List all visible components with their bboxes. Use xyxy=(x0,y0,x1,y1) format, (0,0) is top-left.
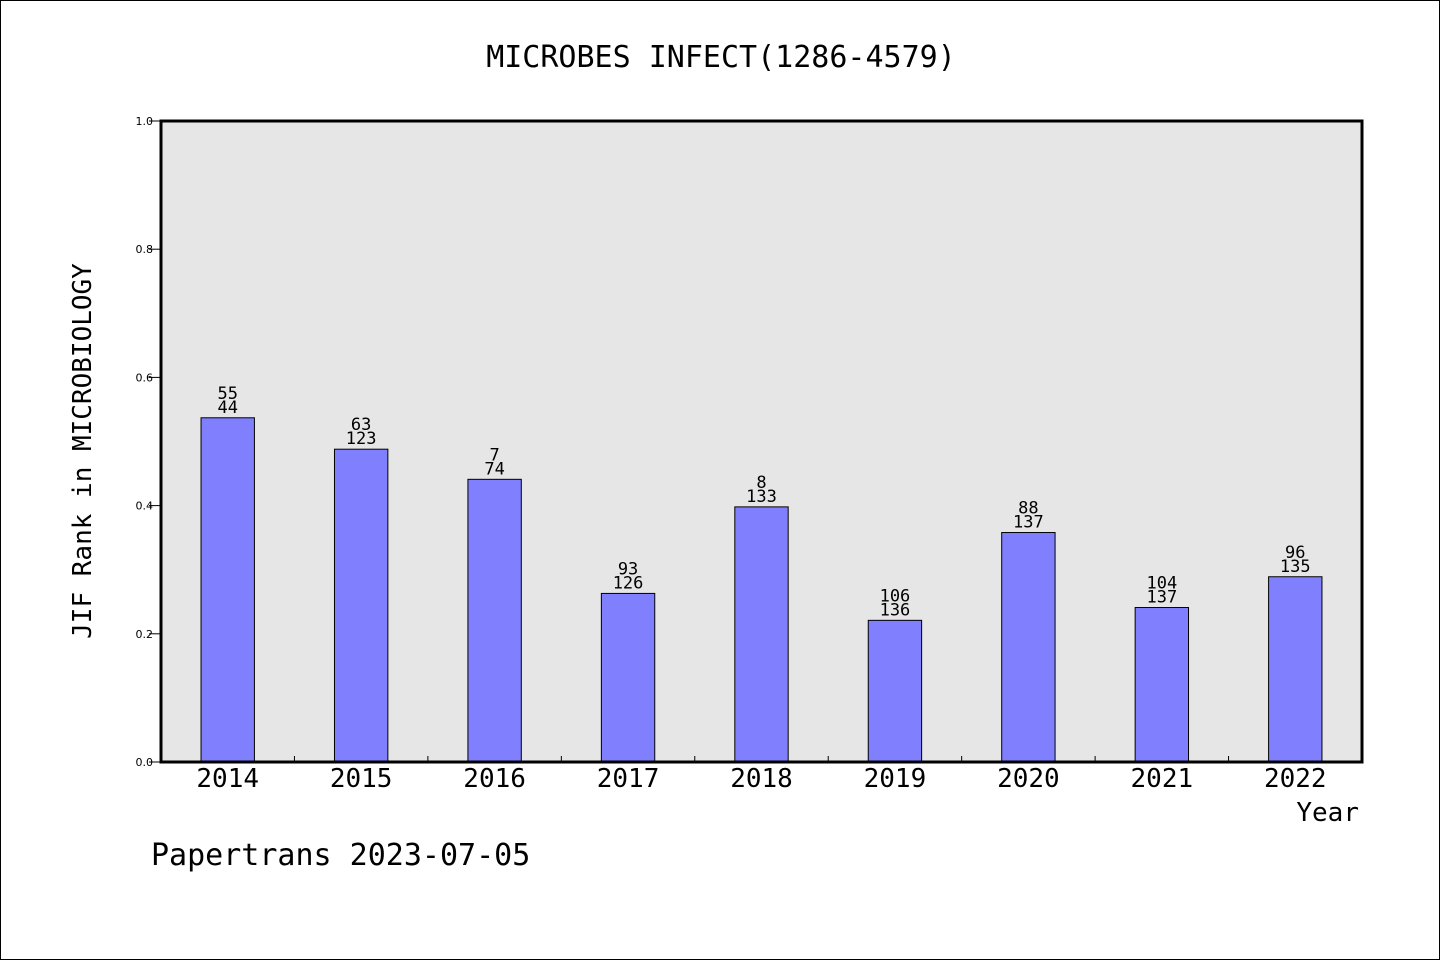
bar-rank-label: 106 xyxy=(880,586,911,606)
y-axis-label: JIF Rank in MICROBIOLOGY xyxy=(68,263,98,639)
x-tick-label: 2017 xyxy=(597,764,660,794)
bar-rank-label: 88 xyxy=(1018,499,1038,519)
x-tick-label: 2022 xyxy=(1264,764,1327,794)
bar-total-label: 123 xyxy=(346,429,377,449)
bar-total-label: 137 xyxy=(1013,513,1044,533)
x-axis: 2014 2015 2016 2017 2018 2019 2020 2021 2022 xyxy=(196,756,1327,794)
bar-2018 xyxy=(734,506,789,763)
bar-rank-label: 63 xyxy=(351,415,371,435)
y-tick-label: 0.6 xyxy=(136,371,154,384)
bar-2017 xyxy=(600,592,656,763)
x-tick-label: 2019 xyxy=(864,764,927,794)
bar-rank-label: 104 xyxy=(1146,574,1177,594)
bar-total-label: 133 xyxy=(746,487,777,507)
watermark-text: Papertrans 2023-07-05 xyxy=(151,838,530,873)
bar-2016 xyxy=(467,478,522,763)
bar-2019 xyxy=(867,619,923,763)
x-tick-label: 2021 xyxy=(1131,764,1194,794)
plot-border xyxy=(159,119,1364,764)
bar-total-label: 135 xyxy=(1280,557,1311,577)
bar-2022 xyxy=(1268,576,1323,763)
y-tick-label: 1.0 xyxy=(136,115,154,128)
x-tick-label: 2016 xyxy=(463,764,526,794)
bar-total-label: 136 xyxy=(880,600,911,620)
bar-2021 xyxy=(1134,607,1190,763)
bars-group xyxy=(200,417,1323,763)
x-tick-label: 2018 xyxy=(730,764,793,794)
chart-title: MICROBES INFECT(1286-4579) xyxy=(486,40,956,75)
bar-rank-label: 7 xyxy=(489,445,499,465)
x-tick-label: 2015 xyxy=(330,764,393,794)
bar-rank-label: 8 xyxy=(756,473,766,493)
bar-2014 xyxy=(200,417,255,763)
bar-total-label: 44 xyxy=(217,398,237,418)
bar-2020 xyxy=(1001,532,1056,763)
bar-rank-label: 96 xyxy=(1285,543,1305,563)
bar-total-label: 74 xyxy=(484,459,504,479)
x-tick-label: 2014 xyxy=(196,764,259,794)
x-axis-label: Year xyxy=(1296,798,1359,828)
bar-total-label: 126 xyxy=(613,573,644,593)
y-tick-label: 0.8 xyxy=(136,243,154,256)
y-tick-label: 0.0 xyxy=(136,756,154,769)
y-axis: 0.0 0.2 0.4 0.6 0.8 1.0 xyxy=(136,115,161,769)
bar-total-label: 137 xyxy=(1146,588,1177,608)
bar-2015 xyxy=(333,448,389,763)
bar-labels-group: 5544631237749312681331061368813710413796… xyxy=(217,384,1310,621)
bar-rank-label: 55 xyxy=(217,384,237,404)
y-tick-label: 0.2 xyxy=(136,628,154,641)
x-tick-label: 2020 xyxy=(997,764,1060,794)
bar-rank-label: 93 xyxy=(618,559,638,579)
y-tick-label: 0.4 xyxy=(136,500,154,513)
